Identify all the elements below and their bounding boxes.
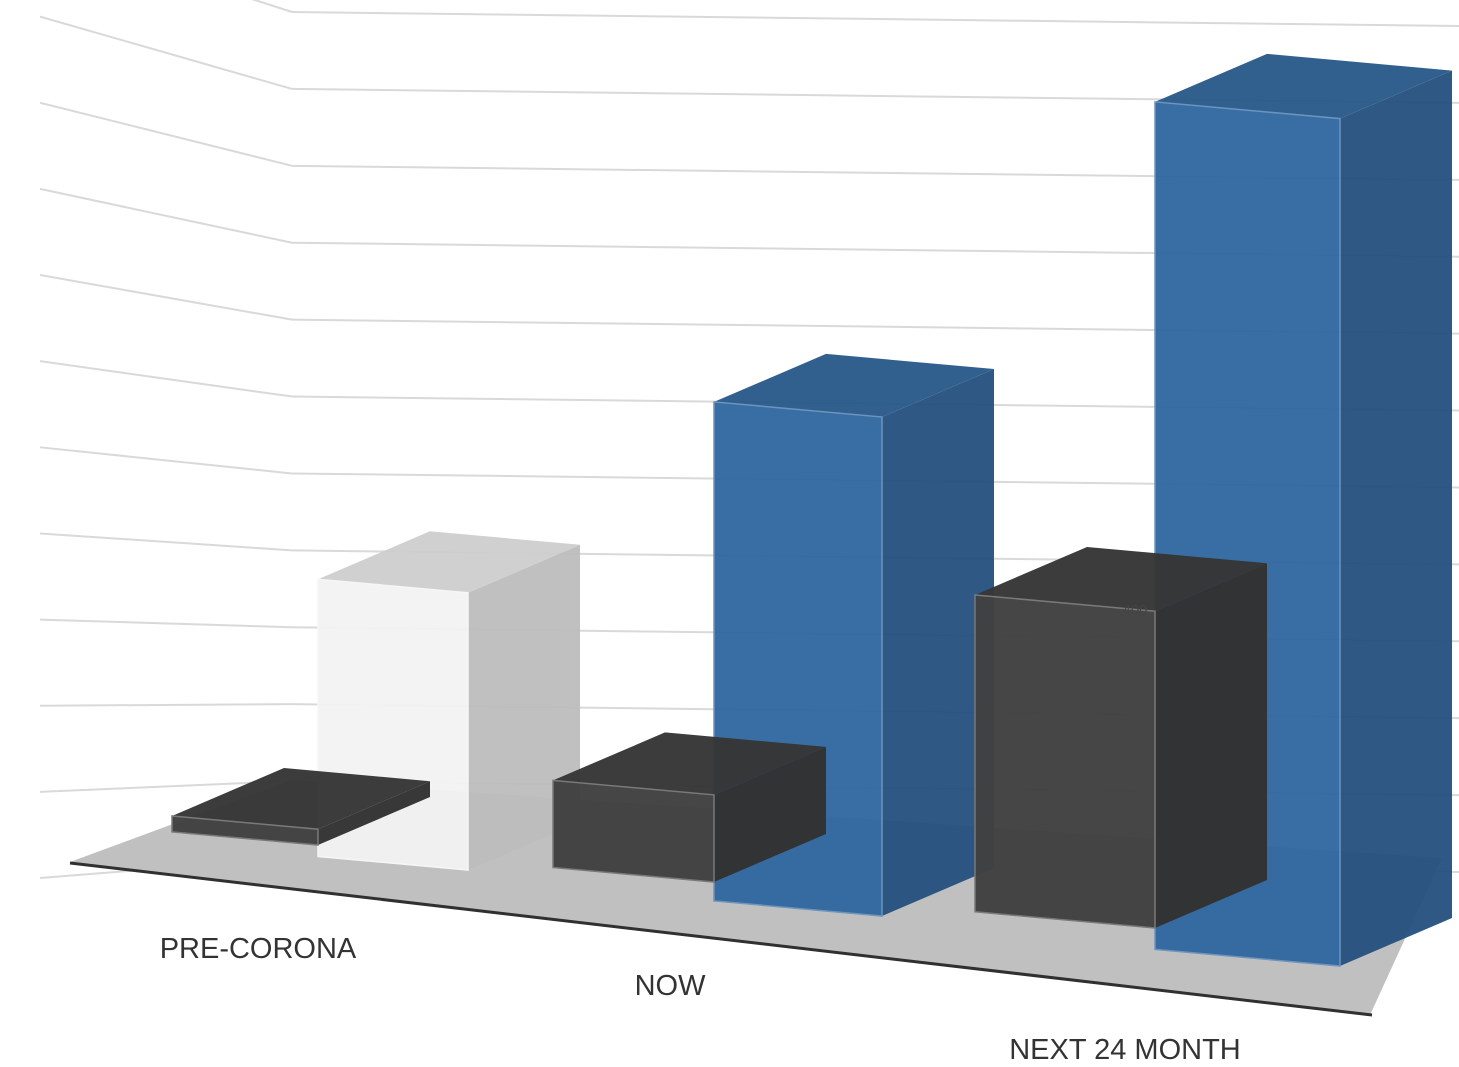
category-label: NOW xyxy=(635,970,707,1002)
gridline-wall xyxy=(39,15,293,90)
data-label: 400 xyxy=(1122,602,1147,619)
category-label: NEXT 24 MONTH xyxy=(1009,1034,1241,1066)
gridline-wall xyxy=(39,618,293,629)
bar-series2-2 xyxy=(1154,53,1452,967)
gridline-wall xyxy=(39,360,293,398)
gridline-wall xyxy=(39,446,293,475)
gridline-wall xyxy=(39,532,293,552)
gridline-wall xyxy=(251,0,293,13)
bars xyxy=(171,53,1452,967)
bar-series1-0 xyxy=(171,768,430,846)
gridline xyxy=(291,11,1459,27)
bar-series1-1 xyxy=(552,732,826,883)
gridline-wall xyxy=(39,274,293,321)
bar-series1-2 xyxy=(974,547,1267,929)
labels: 400 PRE-CORONA NOW NEXT 24 MONTH xyxy=(160,602,1241,1066)
gridline-wall xyxy=(39,703,293,707)
floor-edge xyxy=(69,861,1373,1017)
gridline-wall xyxy=(39,187,293,244)
gridline-wall xyxy=(39,101,293,167)
category-label: PRE-CORONA xyxy=(160,933,357,965)
